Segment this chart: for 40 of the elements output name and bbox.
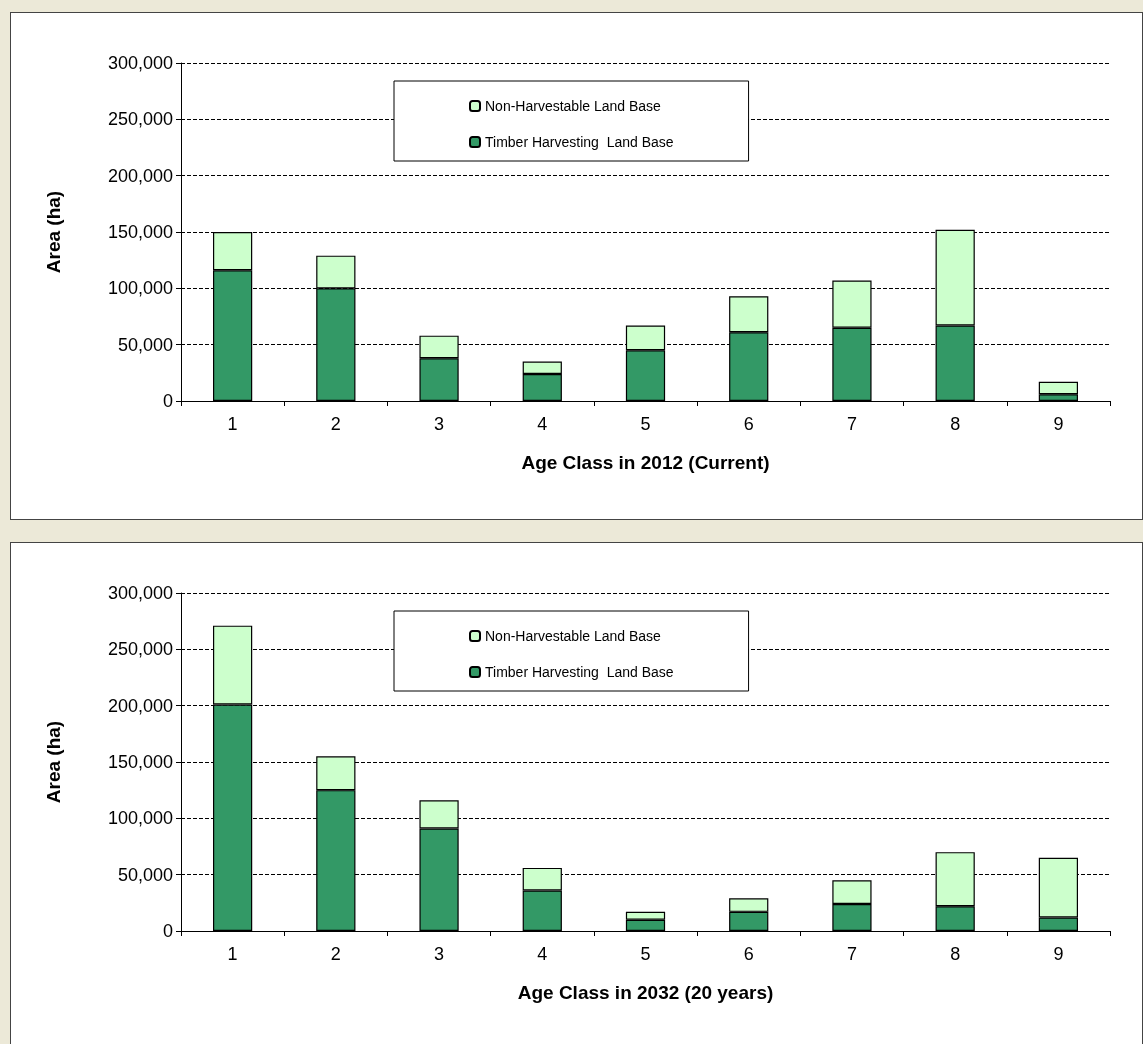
x-tick-label: 4: [537, 414, 548, 434]
y-tick-label: 300,000: [107, 53, 173, 73]
y-tick-label: 250,000: [107, 639, 173, 660]
x-tick-label: 1: [227, 414, 238, 434]
x-tick-label: 6: [743, 944, 754, 964]
y-tick-label: 300,000: [107, 583, 173, 603]
x-tick-label: 7: [846, 944, 857, 964]
legend-label: Non-Harvestable Land Base: [485, 98, 662, 114]
y-tick-label: 100,000: [107, 808, 173, 829]
x-axis-title: Age Class in 2012 (Current): [521, 452, 770, 473]
x-tick-label: 3: [434, 414, 445, 434]
y-tick-label: 50,000: [117, 334, 173, 355]
y-tick-label: 0: [162, 391, 173, 411]
y-axis-title: Area (ha): [43, 720, 64, 804]
y-tick-label: 0: [162, 921, 173, 941]
y-tick-label: 50,000: [117, 864, 173, 885]
x-tick-label: 7: [846, 414, 857, 434]
x-tick-label: 9: [1053, 414, 1064, 434]
x-tick-label: 1: [227, 944, 238, 964]
x-tick-label: 8: [950, 944, 961, 964]
x-tick-label: 6: [743, 414, 754, 434]
legend-label: Non-Harvestable Land Base: [485, 628, 662, 644]
y-tick-label: 150,000: [107, 222, 173, 242]
x-tick-label: 3: [434, 944, 445, 964]
y-axis-title: Area (ha): [43, 190, 64, 274]
x-tick-label: 8: [950, 414, 961, 434]
y-tick-label: 200,000: [107, 695, 173, 716]
x-axis-title: Age Class in 2032 (20 years): [517, 982, 774, 1003]
legend-label: Timber Harvesting Land Base: [485, 134, 674, 150]
x-tick-label: 9: [1053, 944, 1064, 964]
x-tick-label: 2: [330, 414, 341, 434]
x-tick-label: 2: [330, 944, 341, 964]
y-tick-label: 150,000: [107, 752, 173, 772]
x-tick-label: 5: [640, 414, 651, 434]
y-tick-label: 200,000: [107, 165, 173, 186]
x-tick-label: 5: [640, 944, 651, 964]
x-tick-label: 4: [537, 944, 548, 964]
y-tick-label: 250,000: [107, 109, 173, 130]
legend-label: Timber Harvesting Land Base: [485, 664, 674, 680]
y-tick-label: 100,000: [107, 278, 173, 299]
